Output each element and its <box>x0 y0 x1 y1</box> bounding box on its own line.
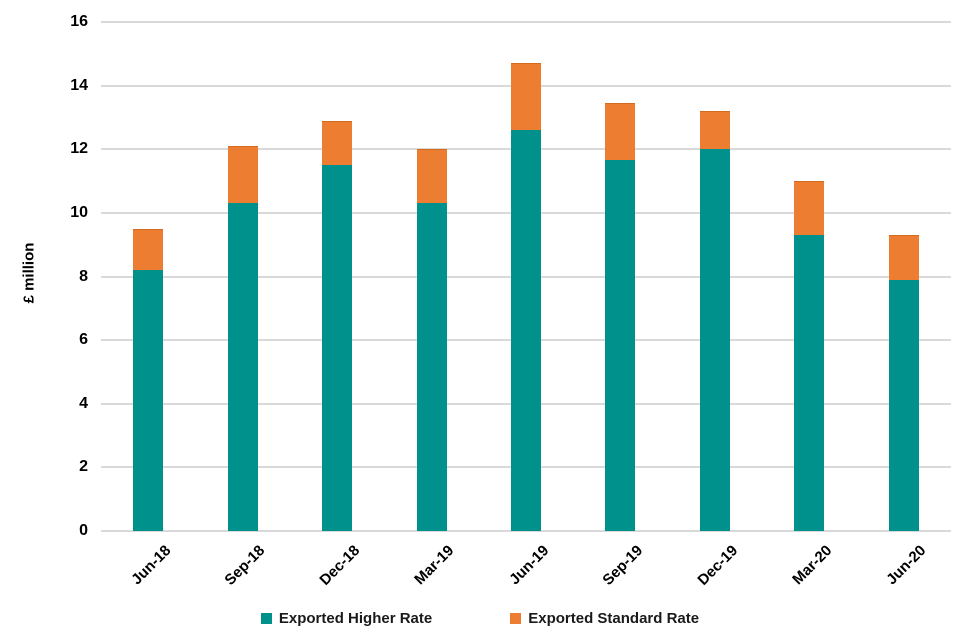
bar-sep-19-exported-higher-rate <box>605 160 636 531</box>
x-axis-tick-label: Jun-20 <box>883 542 930 589</box>
legend: Exported Higher Rate Exported Standard Ra… <box>0 604 960 632</box>
x-axis-tick-label: Sep-19 <box>599 542 647 589</box>
legend-item-exported-higher-rate: Exported Higher Rate <box>260 609 433 627</box>
legend-label: Exported Higher Rate <box>278 609 433 627</box>
bar-jun-20-exported-higher-rate <box>888 279 919 531</box>
x-axis-tick-label: Jun-19 <box>505 542 553 589</box>
y-axis-tick-label: 10 <box>70 203 88 221</box>
bar-mar-20-exported-standard-rate <box>794 181 825 236</box>
legend-item-exported-standard-rate: Exported Standard Rate <box>510 610 699 627</box>
bar-sep-19-exported-standard-rate <box>605 103 636 161</box>
y-axis-tick-label: 4 <box>79 394 88 412</box>
plot-area <box>101 21 951 532</box>
y-axis-title: £ million <box>20 242 38 304</box>
bar-jun-18-exported-higher-rate <box>133 270 164 531</box>
bar-dec-19-exported-higher-rate <box>699 149 730 531</box>
x-axis-tick-label: Jun-18 <box>128 542 175 589</box>
legend-swatch-exported-higher-rate <box>260 612 272 624</box>
y-axis-tick-label: 14 <box>70 76 88 94</box>
bar-mar-19-exported-higher-rate <box>416 203 447 531</box>
x-axis-tick-label: Dec-19 <box>694 542 741 589</box>
y-axis-tick-label: 12 <box>70 140 88 158</box>
y-axis-tick-label: 6 <box>79 331 88 349</box>
bar-dec-19-exported-standard-rate <box>699 111 730 150</box>
gridline <box>101 21 951 23</box>
x-axis-line <box>101 530 951 532</box>
bar-dec-18-exported-higher-rate <box>322 165 353 531</box>
legend-label: Exported Standard Rate <box>528 609 700 627</box>
x-axis-tick-label: Mar-20 <box>789 542 836 589</box>
legend-swatch-exported-standard-rate <box>510 612 522 624</box>
y-axis-tick-label: 8 <box>79 267 88 285</box>
x-axis-tick-label: Dec-18 <box>316 542 364 589</box>
bar-sep-18-exported-standard-rate <box>227 146 258 204</box>
bar-mar-19-exported-standard-rate <box>416 149 447 204</box>
bar-mar-20-exported-higher-rate <box>794 235 825 531</box>
y-axis-tick-label: 16 <box>70 13 88 30</box>
bar-jun-19-exported-higher-rate <box>511 130 541 531</box>
bar-dec-18-exported-standard-rate <box>322 120 353 166</box>
x-axis-tick-label: Mar-19 <box>411 542 458 589</box>
bar-jun-19-exported-standard-rate <box>511 63 541 131</box>
x-axis-tick-label: Sep-18 <box>221 542 269 589</box>
bar-jun-20-exported-standard-rate <box>888 235 919 280</box>
y-axis-tick-label: 2 <box>79 458 88 476</box>
y-axis-tick-label: 0 <box>79 522 88 539</box>
bar-jun-18-exported-standard-rate <box>133 228 164 271</box>
bar-sep-18-exported-higher-rate <box>227 203 258 531</box>
